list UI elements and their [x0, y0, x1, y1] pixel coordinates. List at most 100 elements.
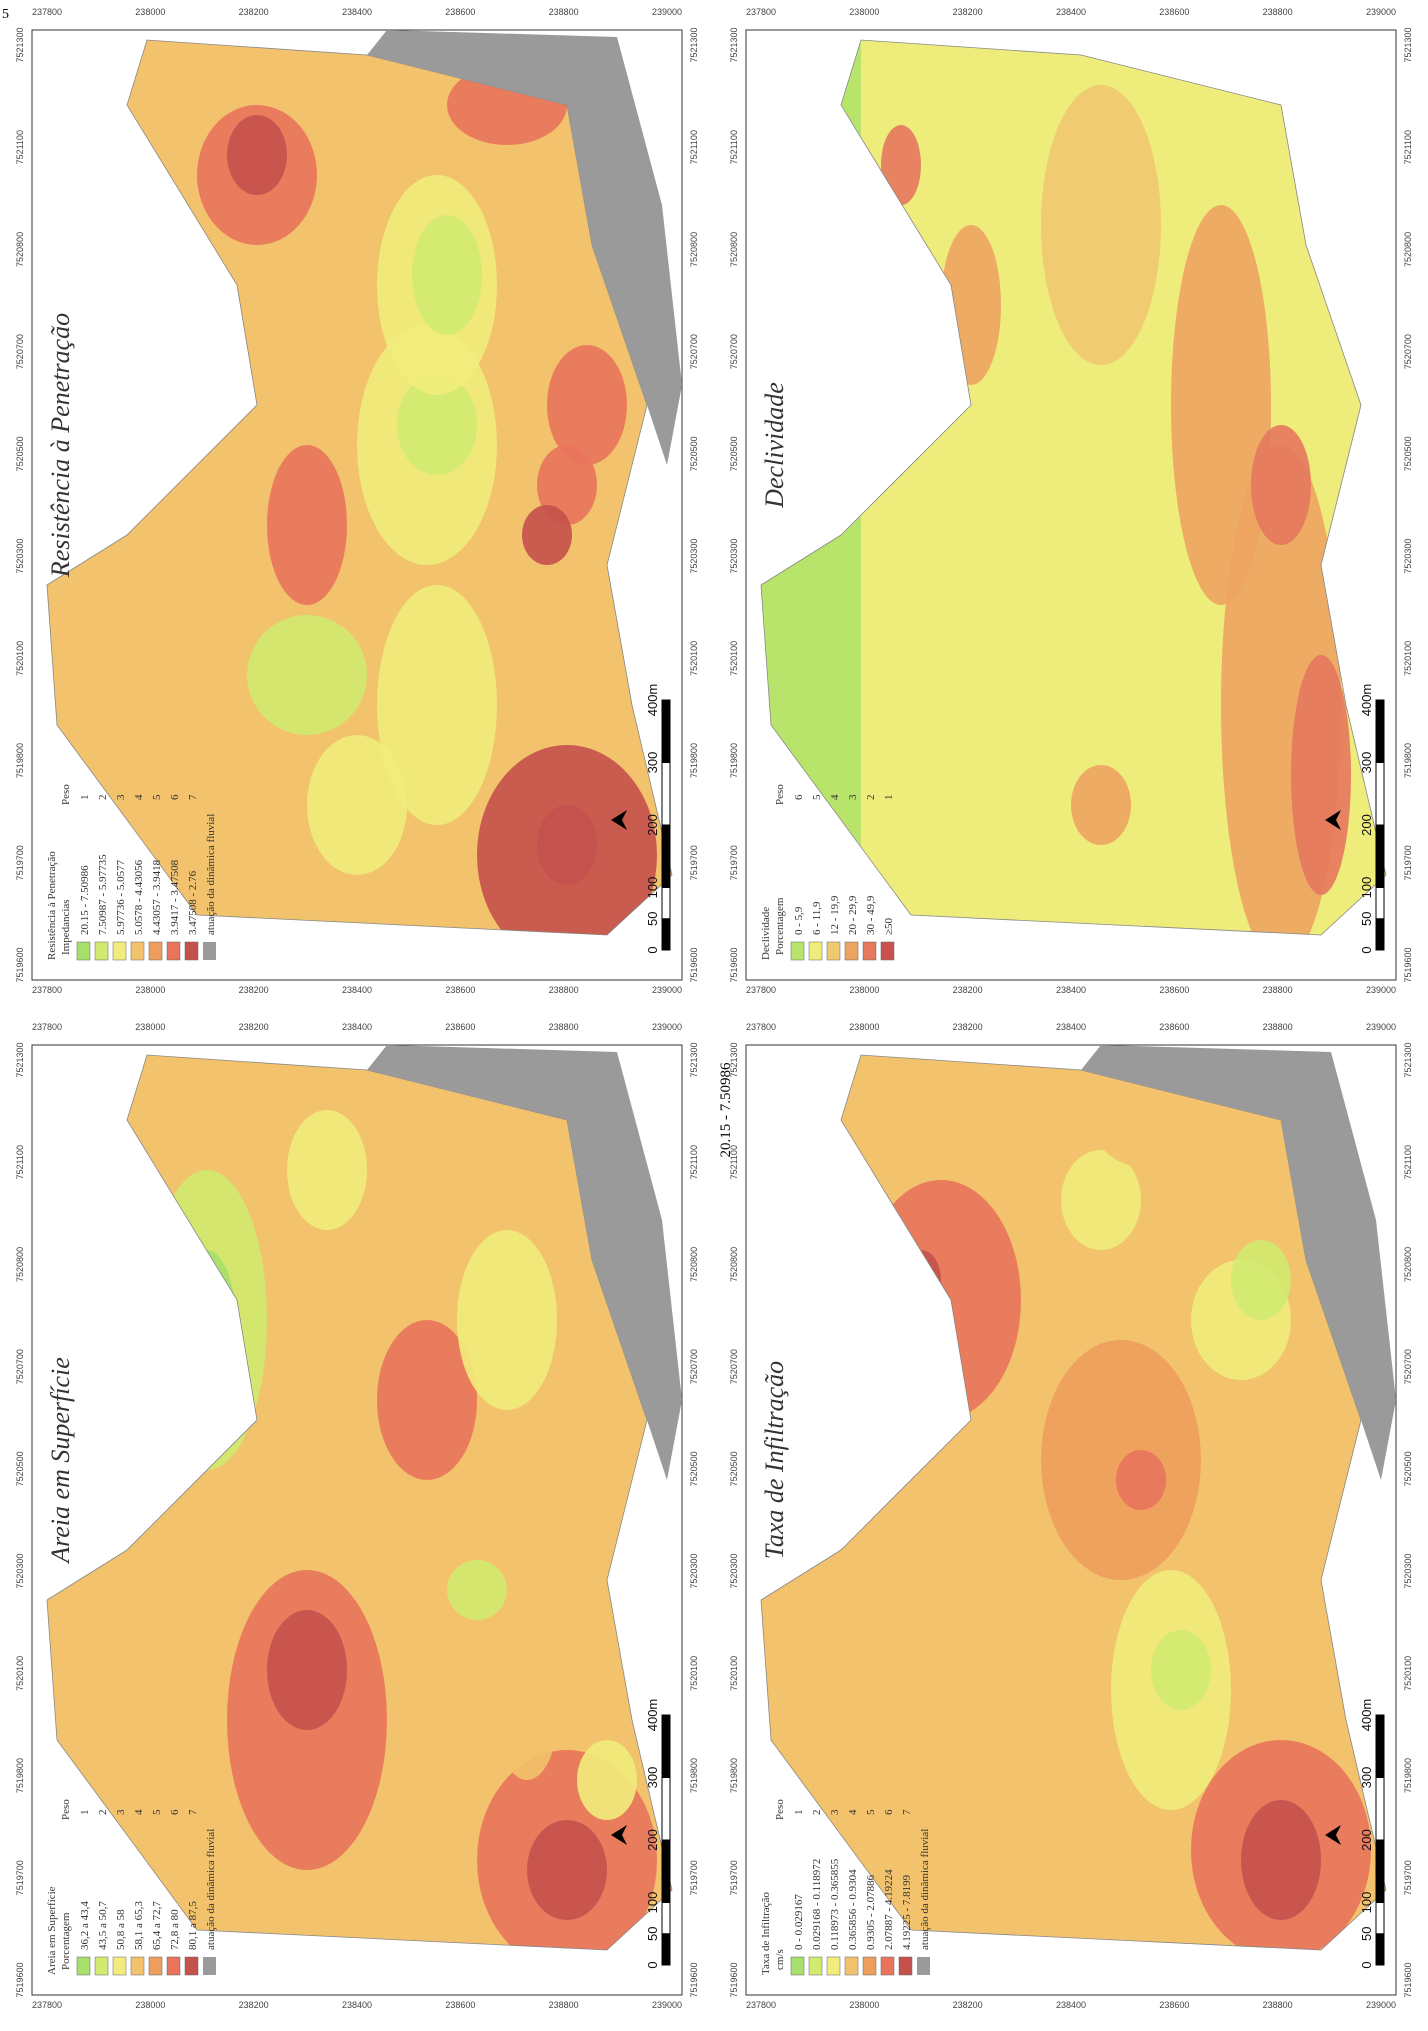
coord-label: 7520700 — [729, 1349, 739, 1384]
coord-label: 7519700 — [1403, 845, 1413, 880]
coord-label: 238200 — [953, 2000, 983, 2010]
coord-label: 7520500 — [15, 436, 25, 471]
coord-label: 238400 — [1056, 2000, 1086, 2010]
coord-label: 7520800 — [729, 1247, 739, 1282]
coord-label: 7520800 — [1403, 1247, 1413, 1282]
scale-segment — [662, 1778, 670, 1841]
coord-label: 7520100 — [689, 641, 699, 676]
legend-label: 3.47508 - 2.76 — [187, 870, 199, 935]
scale-label: 400m — [1359, 684, 1374, 717]
scale-segment — [1376, 1934, 1384, 1965]
coord-label: 7519600 — [729, 947, 739, 982]
coord-label: 7520300 — [1403, 539, 1413, 574]
scale-label: 300 — [1359, 752, 1374, 774]
coord-label: 7520500 — [1403, 436, 1413, 471]
coord-label: 7519700 — [15, 1860, 25, 1895]
coord-label: 237800 — [32, 7, 62, 17]
coord-label: 238600 — [445, 2000, 475, 2010]
legend-label: 0 - 0.029167 — [793, 1894, 805, 1950]
coord-label: 238600 — [1159, 985, 1189, 995]
legend-label: 30 - 49,9 — [865, 895, 877, 935]
map-body: 7519600751960075197007519700751980075198… — [721, 5, 1421, 1005]
map-zone — [1241, 1800, 1321, 1920]
legend-swatch — [827, 942, 840, 960]
legend-swatch — [149, 942, 162, 960]
legend-swatch — [917, 1957, 930, 1975]
legend-weight-header: Peso — [774, 784, 786, 805]
coord-label: 237800 — [746, 985, 776, 995]
scale-label: 200 — [645, 1829, 660, 1851]
coord-label: 7520500 — [689, 1451, 699, 1486]
coord-label: 7520700 — [1403, 1349, 1413, 1384]
legend-weight-header: Peso — [60, 1799, 72, 1820]
coord-label: 239000 — [1366, 985, 1396, 995]
scale-segment — [1376, 1715, 1384, 1778]
coord-label: 238400 — [1056, 1022, 1086, 1032]
legend-weight: 1 — [79, 1810, 91, 1816]
scale-label: 100 — [1359, 877, 1374, 899]
scale-label: 50 — [645, 912, 660, 926]
scale-label: 300 — [645, 1767, 660, 1789]
coord-label: 7520500 — [689, 436, 699, 471]
coord-label: 7519600 — [689, 1962, 699, 1997]
coord-label: 238200 — [239, 7, 269, 17]
map-zone — [287, 1110, 367, 1230]
coord-label: 7521100 — [15, 130, 25, 164]
coord-label: 7520800 — [15, 1247, 25, 1282]
legend-weight: 2 — [97, 1810, 109, 1816]
coord-label: 7520500 — [1403, 1451, 1413, 1486]
coord-label: 7520800 — [15, 232, 25, 267]
map-zone — [457, 1230, 557, 1410]
coord-label: 7519600 — [15, 1962, 25, 1997]
coord-label: 7519600 — [689, 947, 699, 982]
scale-segment — [662, 700, 670, 763]
legend-weight: 4 — [829, 794, 841, 800]
coord-label: 238200 — [953, 985, 983, 995]
legend-weight: 2 — [865, 795, 877, 801]
coord-label: 238000 — [849, 1022, 879, 1032]
map-body: 7519600751960075197007519700751980075198… — [721, 1020, 1421, 2020]
scale-label: 300 — [1359, 1767, 1374, 1789]
coord-label: 238000 — [849, 2000, 879, 2010]
coord-label: 7519700 — [1403, 1860, 1413, 1895]
scale-label: 50 — [645, 1927, 660, 1941]
coord-label: 7520300 — [15, 539, 25, 574]
coord-label: 238000 — [135, 985, 165, 995]
coord-label: 238800 — [1263, 1022, 1293, 1032]
legend-weight: 4 — [133, 794, 145, 800]
legend-weight: 3 — [115, 794, 127, 800]
legend-label: 0.365856 - 0.9304 — [847, 1869, 859, 1950]
coord-label: 7520500 — [15, 1451, 25, 1486]
legend-label: 20.15 - 7.50986 — [79, 865, 91, 935]
legend-swatch — [809, 1957, 822, 1975]
legend-swatch — [167, 1957, 180, 1975]
coord-label: 7519600 — [1403, 947, 1413, 982]
coord-label: 237800 — [32, 985, 62, 995]
scale-segment — [1376, 1903, 1384, 1934]
coord-label: 7520300 — [729, 539, 739, 574]
coord-label: 238400 — [1056, 985, 1086, 995]
legend-swatch — [881, 942, 894, 960]
scale-label: 400m — [1359, 1699, 1374, 1732]
coord-label: 7519600 — [1403, 1962, 1413, 1997]
coord-label: 7520700 — [15, 334, 25, 369]
coord-label: 7521300 — [15, 27, 25, 62]
coord-label: 7521300 — [1403, 27, 1413, 62]
coord-label: 239000 — [1366, 1022, 1396, 1032]
legend-label: 5.97736 - 5.0577 — [115, 859, 127, 935]
coord-label: 238400 — [1056, 7, 1086, 17]
map-panel: 7519600751960075197007519700751980075198… — [721, 5, 1421, 1008]
scale-label: 100 — [645, 877, 660, 899]
scale-label: 50 — [1359, 912, 1374, 926]
scale-segment — [1376, 1840, 1384, 1903]
legend-weight: 7 — [187, 1809, 199, 1815]
map-zone — [1101, 1110, 1221, 1170]
coord-label: 238600 — [1159, 1022, 1189, 1032]
legend-label: 80,1 a 87,5 — [187, 1901, 199, 1950]
coord-label: 239000 — [652, 7, 682, 17]
coord-label: 7521300 — [689, 27, 699, 62]
scale-label: 0 — [645, 1961, 660, 1968]
coord-label: 238600 — [445, 985, 475, 995]
legend-label: 0 - 5,9 — [793, 906, 805, 935]
